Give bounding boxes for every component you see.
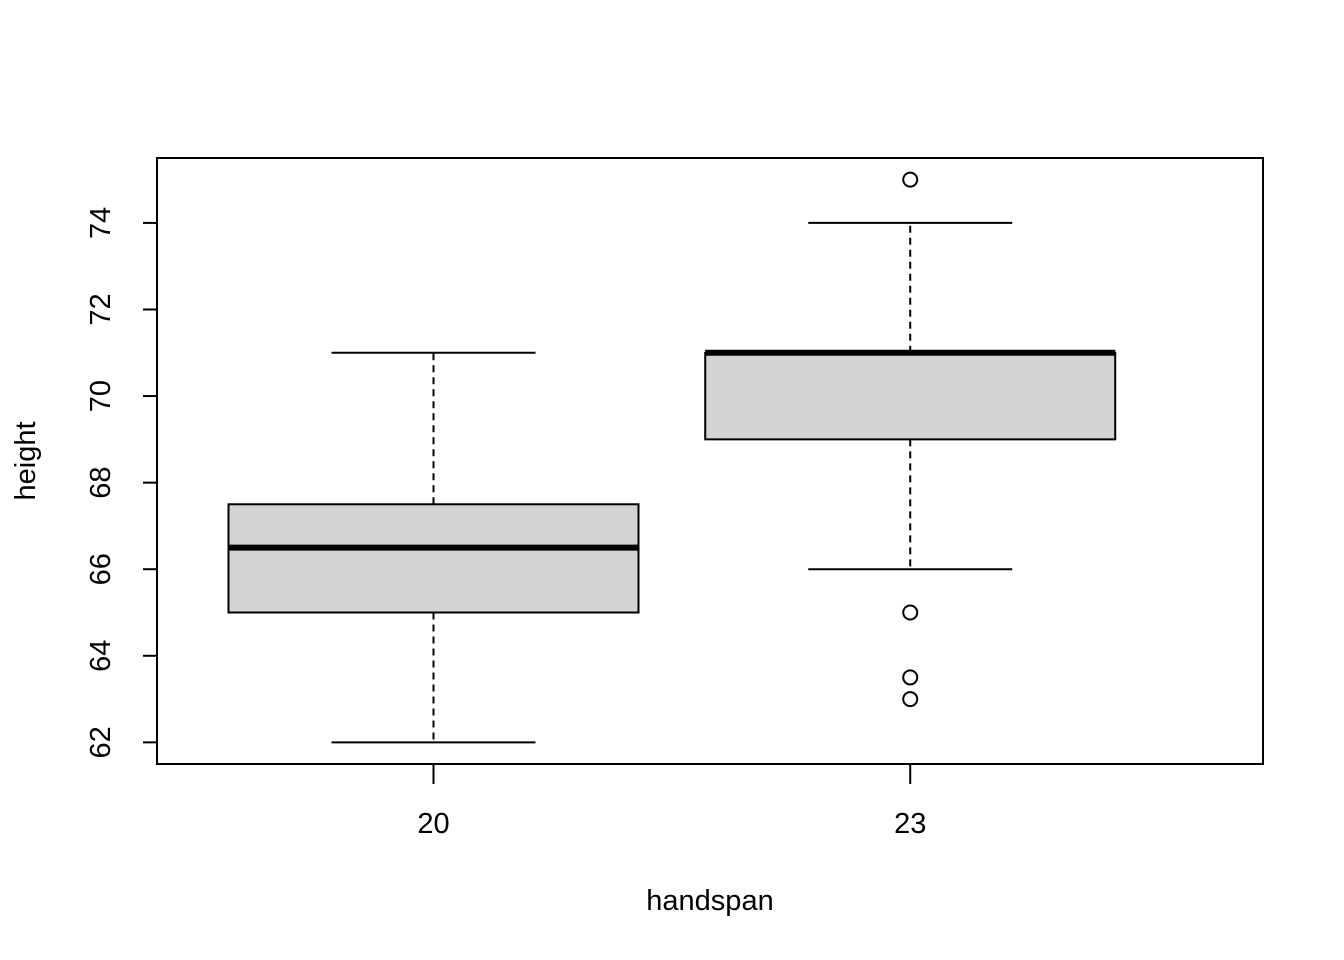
- y-tick-label: 70: [85, 380, 117, 412]
- x-tick-label: 20: [417, 808, 449, 840]
- x-axis-label: handspan: [646, 885, 773, 917]
- y-axis-label: height: [10, 421, 42, 500]
- outlier-point: [902, 691, 919, 708]
- outlier-point: [902, 171, 919, 188]
- y-tick-label: 72: [85, 293, 117, 325]
- box-iqr: [704, 351, 1117, 441]
- plot-frame: [156, 157, 1264, 765]
- outlier-point: [902, 669, 919, 686]
- boxes: [227, 171, 1117, 744]
- x-axis: 20 23: [417, 764, 926, 840]
- x-tick-label: 23: [894, 808, 926, 840]
- y-tick-label: 68: [85, 467, 117, 499]
- y-tick-label: 64: [85, 640, 117, 672]
- box-iqr: [227, 503, 640, 614]
- outlier-point: [902, 604, 919, 621]
- y-tick-label: 66: [85, 553, 117, 585]
- y-tick-label: 74: [85, 207, 117, 239]
- y-tick-label: 62: [85, 726, 117, 758]
- y-axis: 62 64 66 68 70 72 74: [85, 207, 158, 758]
